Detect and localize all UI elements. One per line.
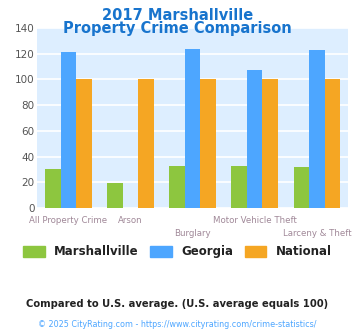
- Bar: [231, 166, 247, 208]
- Text: 2017 Marshallville: 2017 Marshallville: [102, 8, 253, 23]
- Bar: [247, 70, 262, 208]
- Bar: [200, 80, 216, 208]
- Bar: [262, 80, 278, 208]
- Bar: [185, 49, 200, 208]
- Text: © 2025 CityRating.com - https://www.cityrating.com/crime-statistics/: © 2025 CityRating.com - https://www.city…: [38, 320, 317, 329]
- Bar: [169, 166, 185, 208]
- Text: Arson: Arson: [118, 216, 143, 225]
- Bar: [294, 167, 309, 208]
- Bar: [107, 183, 123, 208]
- Text: Compared to U.S. average. (U.S. average equals 100): Compared to U.S. average. (U.S. average …: [26, 299, 329, 309]
- Text: Motor Vehicle Theft: Motor Vehicle Theft: [213, 216, 297, 225]
- Text: Larceny & Theft: Larceny & Theft: [283, 229, 351, 238]
- Text: Property Crime Comparison: Property Crime Comparison: [63, 21, 292, 36]
- Bar: [45, 169, 61, 208]
- Legend: Marshallville, Georgia, National: Marshallville, Georgia, National: [18, 241, 337, 263]
- Bar: [138, 80, 154, 208]
- Text: Burglary: Burglary: [174, 229, 211, 238]
- Bar: [61, 52, 76, 208]
- Bar: [324, 80, 340, 208]
- Text: All Property Crime: All Property Crime: [29, 216, 108, 225]
- Bar: [309, 50, 324, 208]
- Bar: [76, 80, 92, 208]
